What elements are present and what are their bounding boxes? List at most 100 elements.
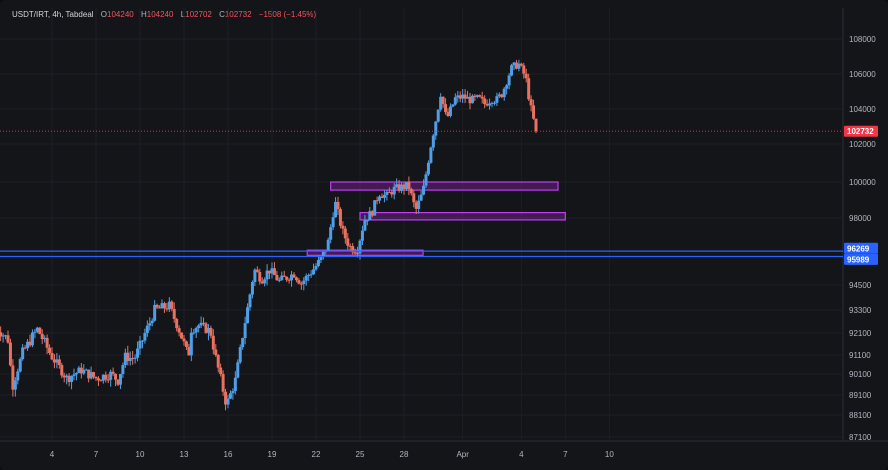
candle-body (517, 63, 521, 69)
candle-body (145, 325, 149, 334)
candle-body (363, 220, 367, 231)
candle-body (336, 201, 340, 210)
level-lines[interactable] (0, 130, 843, 258)
candle-body (312, 269, 316, 275)
zone-box (306, 249, 424, 256)
candle-body (50, 352, 54, 360)
level-badge-upper-text: 96269 (847, 244, 870, 253)
candle-body (387, 191, 391, 193)
candle-body (55, 359, 59, 363)
candle-body (268, 270, 272, 274)
candle-body (285, 276, 289, 280)
level-badge-lower-text: 95989 (847, 255, 870, 264)
candle-body (128, 357, 132, 362)
interval-label[interactable]: 4h (52, 10, 62, 19)
candle-body (87, 369, 91, 379)
candle-body (375, 200, 379, 202)
candle-body (532, 105, 536, 119)
candle-body (126, 352, 130, 362)
candle-body (436, 109, 440, 122)
candle-body (353, 252, 357, 254)
candle-body (199, 322, 203, 326)
candle-body (167, 301, 171, 310)
zone-box (359, 212, 566, 221)
candle-body (160, 303, 164, 309)
candle-body (13, 380, 17, 390)
candle-body (194, 328, 198, 333)
candle-body (38, 327, 42, 334)
candle-body (165, 308, 169, 310)
high-value: 104240 (146, 10, 174, 19)
candle-body (409, 188, 413, 194)
candle-body (72, 374, 76, 377)
candle-body (202, 322, 206, 324)
candle-body (407, 182, 411, 189)
candle-body (441, 96, 445, 105)
candle-body (392, 186, 396, 195)
candle-body (446, 112, 450, 116)
candle-body (77, 367, 81, 374)
candle-body (92, 372, 96, 377)
candle-body (52, 359, 56, 363)
candle-body (326, 239, 330, 251)
time-tick: 28 (400, 450, 409, 459)
candle-body (490, 102, 494, 104)
candle-body (265, 270, 269, 280)
candle-body (473, 95, 477, 97)
level-badge-upper (844, 242, 878, 254)
candle-body (461, 94, 465, 99)
price-axis[interactable] (843, 8, 888, 441)
change-value: −1508 (−1.45%) (258, 10, 317, 19)
price-tick: 92100 (849, 329, 872, 338)
candle-body (478, 95, 482, 97)
candle-body (329, 227, 333, 240)
candle-body (79, 367, 83, 374)
time-tick: 19 (268, 450, 277, 459)
candle-body (96, 378, 100, 381)
candle-body (140, 340, 144, 342)
candle-body (33, 331, 37, 333)
time-tick: 16 (224, 450, 233, 459)
candle-body (206, 327, 210, 333)
candle-body (302, 280, 306, 284)
zone-boxes[interactable] (306, 181, 566, 256)
candle-body (458, 95, 462, 99)
candle-body (4, 335, 8, 337)
candle-body (18, 359, 22, 372)
candle-body (358, 240, 362, 254)
candle-body (514, 62, 518, 69)
last-price-badge-text: 102732 (847, 127, 874, 136)
candle-body (43, 337, 47, 340)
time-tick: 25 (356, 450, 365, 459)
candle-body (527, 78, 531, 100)
candle-body (402, 184, 406, 189)
candle-body (419, 194, 423, 201)
candle-body (23, 347, 27, 349)
candle-body (197, 325, 201, 329)
price-tick: 94500 (849, 281, 872, 290)
candle-body (89, 372, 93, 379)
candle-body (412, 193, 416, 203)
candle-body (434, 121, 438, 136)
candle-body (466, 96, 470, 99)
price-tick: 87100 (849, 433, 872, 442)
price-tick: 91100 (849, 351, 871, 360)
candle-body (519, 63, 523, 66)
candle-body (35, 327, 39, 332)
time-tick: Apr (456, 450, 469, 459)
candle-body (272, 268, 276, 276)
candle-body (30, 332, 34, 346)
price-tick: 89100 (849, 391, 872, 400)
low-label: L (180, 10, 186, 19)
candle-body (211, 335, 215, 350)
candle-body (70, 376, 74, 382)
candle-body (99, 380, 103, 382)
candle-body (62, 375, 66, 378)
candle-body (400, 184, 404, 191)
candle-body (153, 304, 157, 321)
symbol-name[interactable]: USDT/IRT (12, 10, 48, 19)
time-tick: 10 (136, 450, 145, 459)
candle-body (292, 274, 296, 278)
